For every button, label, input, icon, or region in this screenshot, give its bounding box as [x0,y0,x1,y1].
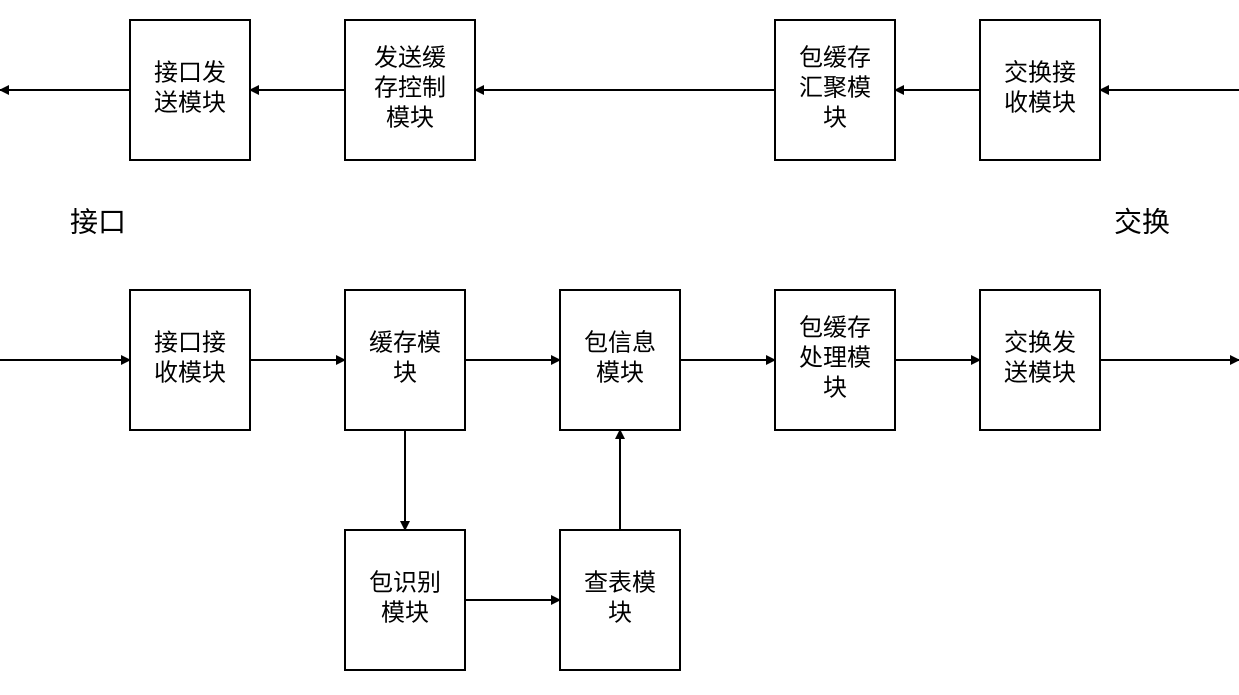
node-label: 发送缓 [374,45,446,72]
side-label-right: 交换 [1114,206,1170,238]
node-label: 块 [823,105,847,132]
node-label: 模块 [596,360,644,387]
node-mid3: 包信息模块 [560,290,680,430]
node-mid1: 接口接收模块 [130,290,250,430]
side-label-left: 接口 [70,206,126,238]
node-label: 查表模 [584,570,656,597]
node-label: 包信息 [584,330,656,357]
node-label: 送模块 [154,90,226,117]
flowchart-canvas: 接口发送模块发送缓存控制模块包缓存汇聚模块交换接收模块接口接收模块缓存模块包信息… [0,0,1239,695]
node-label: 块 [823,375,847,402]
node-label: 收模块 [1004,90,1076,117]
node-mid4: 包缓存处理模块 [775,290,895,430]
node-top3: 包缓存汇聚模块 [775,20,895,160]
node-label: 接口接 [154,330,226,357]
node-mid2: 缓存模块 [345,290,465,430]
node-label: 存控制 [374,75,446,102]
node-label: 包缓存 [799,45,871,72]
node-label: 缓存模 [369,330,441,357]
node-label: 交换接 [1004,60,1076,87]
node-label: 送模块 [1004,360,1076,387]
node-label: 模块 [381,600,429,627]
node-mid5: 交换发送模块 [980,290,1100,430]
node-label: 交换发 [1004,330,1076,357]
node-label: 块 [393,360,417,387]
node-top2: 发送缓存控制模块 [345,20,475,160]
node-label: 包识别 [369,570,441,597]
node-label: 块 [608,600,632,627]
node-top1: 接口发送模块 [130,20,250,160]
node-label: 收模块 [154,360,226,387]
node-label: 处理模 [799,345,871,372]
node-bot2: 查表模块 [560,530,680,670]
labels-layer: 接口 交换 [70,206,1170,238]
node-bot1: 包识别模块 [345,530,465,670]
node-label: 模块 [386,105,434,132]
node-label: 包缓存 [799,315,871,342]
node-label: 汇聚模 [799,75,871,102]
nodes-layer: 接口发送模块发送缓存控制模块包缓存汇聚模块交换接收模块接口接收模块缓存模块包信息… [130,20,1100,670]
node-top4: 交换接收模块 [980,20,1100,160]
node-label: 接口发 [154,60,226,87]
